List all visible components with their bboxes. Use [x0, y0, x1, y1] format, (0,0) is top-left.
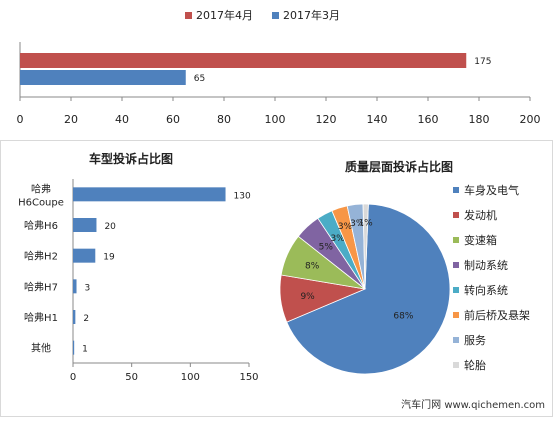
legend-swatch-0 [185, 12, 192, 19]
legend-swatch-1 [272, 12, 279, 19]
bar-label-1: 65 [194, 74, 205, 84]
left-category-label-1: 哈弗H6 [24, 219, 58, 232]
pie-legend-label-4: 转向系统 [464, 283, 508, 297]
left-bar-3 [73, 279, 77, 294]
left-bar-label-4: 2 [83, 314, 89, 324]
bottom-charts-svg: 车型投诉占比图 130 哈弗 H6Coupe 20 哈弗H6 19 哈弗H2 3 哈弗H7 2 哈弗H… [18, 151, 530, 383]
left-category-label-3: 哈弗H7 [24, 280, 58, 293]
left-chart-title: 车型投诉占比图 [89, 151, 173, 166]
top-bar-chart-svg: 2017年4月 2017年3月 175 65 0 20 40 60 80 100 120 140 160… [17, 8, 541, 126]
pie-slice-0 [286, 203, 451, 375]
left-category-label-0: 哈弗 [31, 182, 51, 195]
left-category-label-4: 哈弗H1 [24, 311, 58, 324]
pie-legend-swatch-4 [453, 287, 459, 293]
pie-data-label-3: 5% [319, 243, 334, 253]
left-bar-0 [73, 187, 226, 202]
left-bar-1 [73, 218, 97, 232]
bar-1 [20, 70, 186, 85]
pie-legend-swatch-3 [453, 262, 459, 268]
x-tick-label-0: 0 [17, 113, 24, 126]
pie-legend-label-7: 轮胎 [464, 358, 486, 372]
left-x-tick-label-2: 100 [181, 372, 200, 383]
pie-legend-label-0: 车身及电气 [464, 183, 519, 197]
x-tick-label-10: 200 [520, 113, 541, 126]
top-chart: 2017年4月 2017年3月 175 65 0 20 40 60 80 100 120 140 160… [0, 0, 553, 135]
left-bar-2 [73, 248, 96, 263]
left-bar-label-5: 1 [82, 345, 88, 355]
legend-label-0: 2017年4月 [196, 8, 253, 22]
x-tick-label-4: 80 [217, 113, 231, 126]
x-tick-label-3: 60 [166, 113, 180, 126]
x-tick-label-7: 140 [367, 113, 388, 126]
pie-legend-label-2: 变速箱 [464, 233, 497, 247]
pie-legend-swatch-1 [453, 212, 459, 218]
pie-legend-label-1: 发动机 [464, 208, 497, 222]
left-bar-label-3: 3 [85, 283, 91, 293]
left-category-label-2: 哈弗H2 [24, 250, 58, 263]
left-x-tick-label-0: 0 [70, 372, 76, 383]
pie-legend-swatch-5 [453, 312, 459, 318]
x-tick-label-8: 160 [418, 113, 439, 126]
bottom-charts-panel: 车型投诉占比图 130 哈弗 H6Coupe 20 哈弗H6 19 哈弗H2 3 哈弗H7 2 哈弗H… [0, 140, 553, 417]
pie-data-label-6: 3% [350, 219, 365, 229]
left-x-tick-label-1: 50 [125, 372, 138, 383]
x-tick-label-9: 180 [469, 113, 490, 126]
bar-0 [20, 53, 467, 68]
pie-data-label-5: 3% [338, 222, 353, 232]
footer-watermark: 汽车门网 www.qichemen.com [401, 400, 545, 411]
pie-legend-label-6: 服务 [464, 334, 486, 347]
pie-legend-swatch-0 [453, 187, 459, 193]
x-tick-label-1: 20 [64, 113, 78, 126]
x-tick-label-2: 40 [115, 113, 129, 126]
pie-data-label-2: 8% [305, 262, 320, 272]
pie-legend-swatch-7 [453, 362, 459, 368]
left-bar-label-0: 130 [234, 191, 251, 201]
pie-data-label-0: 68% [393, 312, 413, 322]
left-bar-label-1: 20 [104, 222, 116, 232]
x-tick-label-6: 120 [316, 113, 337, 126]
pie-legend-swatch-2 [453, 237, 459, 243]
left-x-tick-label-3: 150 [239, 372, 258, 383]
pie-chart-title: 质量层面投诉占比图 [345, 159, 453, 174]
pie-legend-swatch-6 [453, 337, 459, 343]
left-bar-label-2: 19 [103, 253, 115, 263]
bar-label-0: 175 [474, 57, 491, 67]
legend-label-1: 2017年3月 [283, 8, 340, 22]
pie-slice-7 [362, 203, 369, 290]
left-bar-4 [73, 310, 76, 324]
left-category-label-5: 其他 [31, 342, 51, 355]
pie-legend-label-5: 前后桥及悬架 [464, 308, 530, 322]
pie-data-label-1: 9% [300, 292, 315, 302]
pie-data-label-7: 1% [358, 219, 373, 229]
x-tick-label-5: 100 [265, 113, 286, 126]
pie-data-label-4: 3% [330, 234, 345, 244]
pie-legend-label-3: 制动系统 [464, 259, 508, 272]
left-bar-5 [73, 340, 75, 355]
left-category-label-0-line2: H6Coupe [18, 197, 64, 208]
